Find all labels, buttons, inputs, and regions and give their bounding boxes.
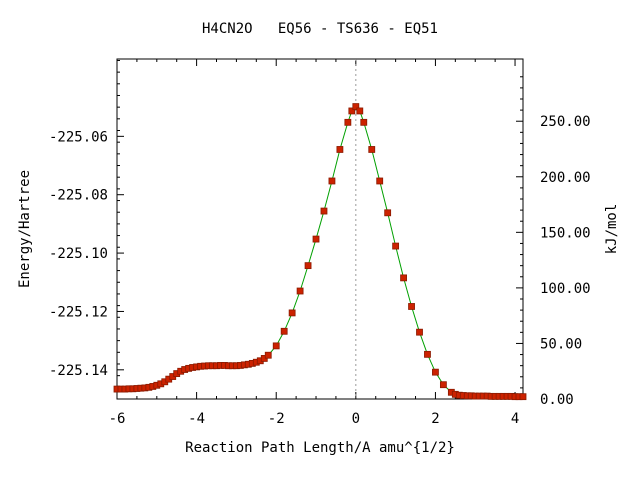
ticks-layer: -6 -4 -2 0 2 4 -225.06 -225.08 -225.10 -225.12 -22… bbox=[49, 59, 591, 427]
y-tick-label: -225.10 bbox=[49, 246, 108, 262]
y2-tick-label: 50.00 bbox=[540, 336, 582, 352]
data-point bbox=[424, 350, 431, 358]
x-tick-label: -6 bbox=[109, 411, 126, 427]
data-point bbox=[296, 287, 304, 295]
y2-tick-label: 200.00 bbox=[540, 170, 591, 186]
y-tick-label: -225.12 bbox=[49, 304, 108, 320]
data-point bbox=[352, 103, 360, 110]
plot-frame bbox=[116, 58, 524, 400]
x-tick-label: -4 bbox=[188, 411, 205, 427]
y2-tick-label: 100.00 bbox=[540, 281, 591, 297]
data-point bbox=[400, 274, 407, 282]
data-point bbox=[356, 107, 364, 115]
x-tick-label: 4 bbox=[511, 411, 519, 427]
x-tick-label: 2 bbox=[431, 411, 439, 427]
data-point bbox=[320, 207, 328, 215]
data-point bbox=[336, 146, 344, 153]
data-point bbox=[384, 209, 392, 217]
data-point bbox=[519, 393, 527, 401]
y-tick-label: -225.08 bbox=[49, 188, 108, 204]
data-point bbox=[368, 146, 376, 153]
x-axis-label: Reaction Path Length/A amu^{1/2} bbox=[185, 440, 455, 456]
data-point bbox=[416, 328, 423, 336]
y-tick-label: -225.14 bbox=[49, 363, 108, 379]
y2-tick-label: 0.00 bbox=[540, 392, 574, 408]
y-axis-label: Energy/Hartree bbox=[17, 170, 33, 288]
data-point bbox=[348, 107, 356, 115]
chart-title: H4CN2O EQ56 - TS636 - EQ51 bbox=[202, 21, 438, 37]
x-tick-label: -2 bbox=[268, 411, 285, 427]
data-point bbox=[376, 177, 384, 185]
y2-tick-label: 150.00 bbox=[540, 225, 591, 241]
energy-curve-line bbox=[117, 105, 523, 398]
y2-axis-label: kJ/mol bbox=[604, 204, 620, 255]
data-point bbox=[264, 351, 272, 359]
data-point bbox=[280, 327, 288, 335]
data-point bbox=[360, 118, 368, 126]
data-point bbox=[344, 118, 352, 126]
y-tick-label: -225.06 bbox=[49, 129, 108, 145]
markers-layer bbox=[113, 103, 527, 401]
data-point bbox=[392, 242, 400, 250]
data-point bbox=[432, 368, 439, 376]
y2-tick-label: 250.00 bbox=[540, 114, 591, 130]
data-point bbox=[272, 342, 280, 350]
data-point bbox=[288, 309, 296, 317]
x-tick-label: 0 bbox=[352, 411, 360, 427]
data-point bbox=[304, 262, 312, 270]
data-point bbox=[439, 381, 447, 389]
data-point bbox=[312, 235, 320, 243]
data-point bbox=[328, 177, 336, 185]
data-point bbox=[408, 303, 415, 310]
